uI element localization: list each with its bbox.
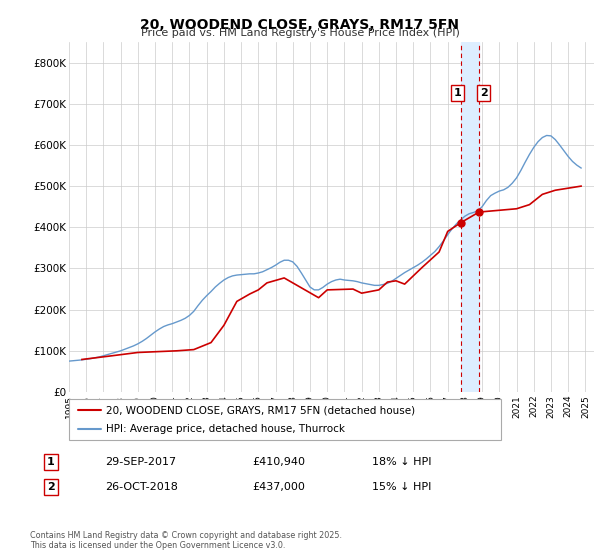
Text: 29-SEP-2017: 29-SEP-2017 <box>105 457 176 467</box>
Text: 18% ↓ HPI: 18% ↓ HPI <box>372 457 431 467</box>
Text: Price paid vs. HM Land Registry's House Price Index (HPI): Price paid vs. HM Land Registry's House … <box>140 28 460 38</box>
Text: 20, WOODEND CLOSE, GRAYS, RM17 5FN: 20, WOODEND CLOSE, GRAYS, RM17 5FN <box>140 18 460 32</box>
Text: 15% ↓ HPI: 15% ↓ HPI <box>372 482 431 492</box>
Text: 26-OCT-2018: 26-OCT-2018 <box>105 482 178 492</box>
Text: 20, WOODEND CLOSE, GRAYS, RM17 5FN (detached house): 20, WOODEND CLOSE, GRAYS, RM17 5FN (deta… <box>106 405 415 415</box>
Text: 1: 1 <box>454 88 461 98</box>
Bar <box>461 42 479 392</box>
Text: 2: 2 <box>480 88 488 98</box>
Text: 1: 1 <box>47 457 55 467</box>
Text: Contains HM Land Registry data © Crown copyright and database right 2025.
This d: Contains HM Land Registry data © Crown c… <box>30 530 342 550</box>
Text: £410,940: £410,940 <box>252 457 305 467</box>
Text: HPI: Average price, detached house, Thurrock: HPI: Average price, detached house, Thur… <box>106 424 345 435</box>
FancyBboxPatch shape <box>69 399 501 440</box>
Text: 2: 2 <box>47 482 55 492</box>
Text: £437,000: £437,000 <box>252 482 305 492</box>
